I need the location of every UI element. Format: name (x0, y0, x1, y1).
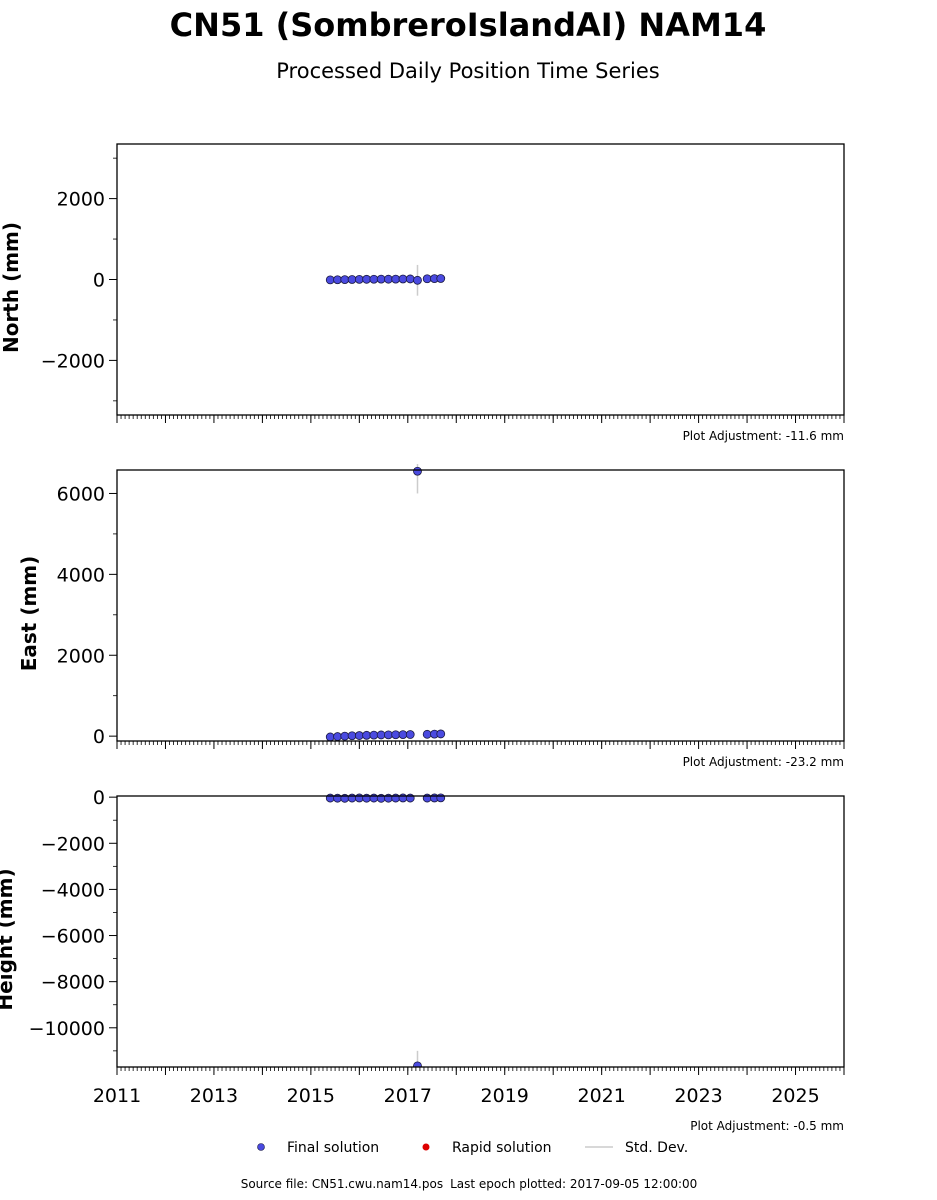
x-tick-label: 2013 (190, 1085, 238, 1107)
data-point (422, 793, 432, 803)
plot-adjustment-note: Plot Adjustment: -0.5 mm (690, 1119, 844, 1133)
data-point (376, 730, 386, 740)
y-axis-label: North (mm) (0, 222, 23, 353)
y-tick-label: 6000 (57, 483, 105, 505)
y-tick-label: 4000 (57, 564, 105, 586)
y-tick-label: −4000 (41, 879, 105, 901)
data-point (340, 275, 350, 285)
data-point (391, 274, 401, 284)
data-point (436, 729, 446, 739)
data-point (422, 729, 432, 739)
data-point (391, 730, 401, 740)
footer-note: Source file: CN51.cwu.nam14.pos Last epoc… (241, 1177, 698, 1191)
data-point (325, 793, 335, 803)
legend-rapid-label: Rapid solution (452, 1140, 552, 1156)
panel-north: −2000 0 2000 North (mm) Plot Adjustment: -11… (0, 143, 845, 443)
plot-adjustment-note: Plot Adjustment: -23.2 mm (683, 755, 844, 769)
series-north (325, 264, 446, 296)
data-point (413, 275, 422, 285)
panel-height: −10000 −8000 −6000 −4000 −2000 0 Height (mm) Pl… (0, 787, 845, 1133)
data-point (405, 793, 415, 803)
data-point (384, 274, 393, 284)
x-tick-label: 2021 (577, 1085, 625, 1107)
x-tick-label: 2019 (481, 1085, 529, 1107)
y-tick-label: −10000 (29, 1018, 105, 1040)
y-tick-label: 0 (93, 726, 105, 748)
data-point (347, 275, 357, 284)
data-point (422, 274, 432, 284)
y-tick-label: 2000 (57, 189, 105, 211)
axes-frame (116, 143, 845, 416)
data-point (333, 732, 342, 741)
last-epoch-text: Last epoch plotted: 2017-09-05 12:00:00 (450, 1177, 697, 1191)
data-point (340, 731, 350, 741)
y-tick-label: 2000 (57, 645, 105, 667)
data-point (325, 732, 335, 741)
series-east (325, 464, 446, 741)
y-tick-label: −8000 (41, 972, 105, 994)
data-point (376, 274, 386, 284)
data-point (436, 793, 446, 803)
legend: Final solution Rapid solution Std. Dev. (257, 1140, 688, 1156)
data-point (391, 793, 401, 803)
x-ticks-east (116, 741, 845, 749)
panel-east: 0 2000 4000 6000 East (mm) Plot Adjustment: -… (17, 464, 845, 769)
data-point (436, 274, 446, 283)
data-point (333, 275, 342, 285)
data-point (413, 466, 422, 476)
legend-final-marker (257, 1143, 265, 1151)
data-point (398, 793, 408, 803)
y-axis-label: Height (mm) (0, 868, 17, 1010)
x-ticks-height (116, 1067, 845, 1075)
x-tick-label: 2023 (674, 1085, 722, 1107)
data-point (369, 274, 379, 284)
y-tick-label: 0 (93, 270, 105, 292)
data-point (354, 731, 364, 740)
data-point (347, 731, 357, 741)
data-point (347, 793, 357, 803)
data-point (369, 793, 379, 803)
data-point (398, 274, 408, 284)
y-tick-label: 0 (93, 787, 105, 809)
data-point (354, 274, 364, 284)
data-point (362, 730, 372, 740)
x-tick-label: 2017 (384, 1085, 432, 1107)
y-tick-label: −6000 (41, 926, 105, 948)
x-tick-label: 2025 (771, 1085, 819, 1107)
axes-frame (116, 469, 845, 742)
figure-subtitle: Processed Daily Position Time Series (276, 59, 660, 83)
legend-final-label: Final solution (287, 1140, 379, 1156)
data-point (405, 274, 415, 284)
data-point (325, 275, 335, 285)
axes-frame (116, 795, 845, 1068)
figure-title: CN51 (SombreroIslandAI) NAM14 (170, 6, 767, 44)
plot-panels: −2000 0 2000 North (mm) Plot Adjustment: -11… (0, 143, 845, 1133)
y-axis-label: East (mm) (17, 556, 41, 672)
data-point (413, 1061, 422, 1067)
x-tick-label: 2011 (93, 1085, 141, 1107)
x-ticks-north (116, 415, 845, 423)
data-point (384, 730, 393, 740)
x-tick-label: 2015 (287, 1085, 335, 1107)
y-tick-label: −2000 (41, 350, 105, 372)
data-point (405, 730, 415, 739)
series-height (325, 793, 446, 1067)
data-point (354, 793, 364, 803)
data-point (362, 274, 372, 284)
y-tick-label: −2000 (41, 833, 105, 855)
source-file-text: Source file: CN51.cwu.nam14.pos (241, 1177, 443, 1191)
data-point (398, 730, 408, 740)
data-point (369, 730, 379, 740)
plot-adjustment-note: Plot Adjustment: -11.6 mm (683, 429, 844, 443)
legend-rapid-marker (422, 1143, 430, 1151)
legend-stddev-label: Std. Dev. (625, 1140, 688, 1156)
